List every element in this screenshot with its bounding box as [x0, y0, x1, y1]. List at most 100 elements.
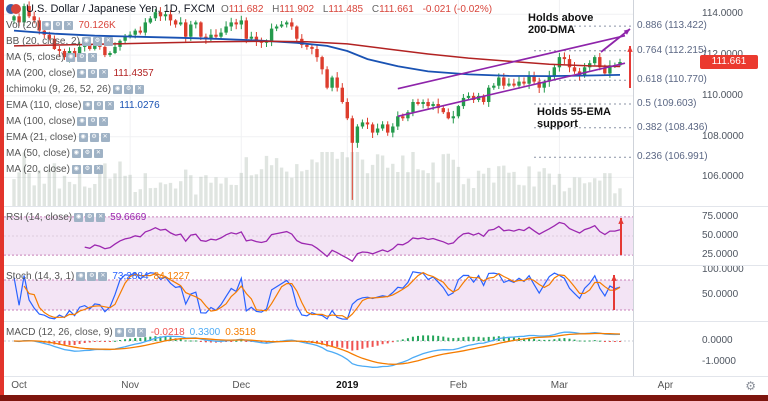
eye-icon[interactable]: ◉ [71, 148, 81, 158]
indicator-row[interactable]: MA (200, close) ◉ ⚙ ✕ 111.4357 [6, 65, 492, 81]
time-tick-label: Feb [449, 380, 468, 391]
open-value: 111.682 [228, 3, 264, 15]
symbol-title[interactable]: U.S. Dollar / Japanese Yen, 1D, FXCM [26, 3, 215, 15]
volume-bars [12, 152, 622, 206]
settings-icon[interactable]: ⚙ [125, 327, 135, 337]
candlestick-chart-canvas[interactable] [4, 0, 633, 206]
channel-lower-line[interactable] [397, 62, 626, 118]
macd-signal-line [13, 332, 621, 365]
close-icon[interactable]: ✕ [99, 68, 109, 78]
indicator-row[interactable]: MA (50, close) ◉ ⚙ ✕ [6, 145, 492, 161]
indicator-label: Vol (20) [6, 19, 41, 31]
settings-icon[interactable]: ⚙ [82, 148, 92, 158]
close-icon[interactable]: ✕ [100, 132, 110, 142]
close-icon[interactable]: ✕ [99, 116, 109, 126]
rsi-chart-canvas[interactable] [4, 207, 633, 265]
settings-icon[interactable]: ⚙ [77, 52, 87, 62]
indicator-row[interactable]: Vol (20) ◉ ⚙ ✕ 70.126K [6, 17, 492, 33]
rsi-legend: RSI (14, close) ◉ ⚙ ✕ 59.6669 [6, 209, 146, 225]
eye-icon[interactable]: ◉ [77, 116, 87, 126]
close-icon[interactable]: ✕ [105, 100, 115, 110]
rsi-pane[interactable] [4, 207, 633, 265]
indicator-label: MA (200, close) [6, 67, 76, 79]
macd-legend: MACD (12, 26, close, 9) ◉ ⚙ ✕ -0.0218 0.3300 0… [6, 324, 256, 340]
settings-gear-icon[interactable]: ⚙ [745, 379, 756, 393]
close-icon[interactable]: ✕ [96, 212, 106, 222]
settings-icon[interactable]: ⚙ [89, 132, 99, 142]
indicator-label: MA (20, close) [6, 163, 70, 175]
indicator-row[interactable]: RSI (14, close) ◉ ⚙ ✕ 59.6669 [6, 209, 146, 225]
ma200-line [13, 40, 621, 68]
time-tick-label: Nov [121, 380, 140, 391]
eye-icon[interactable]: ◉ [66, 52, 76, 62]
close-icon[interactable]: ✕ [135, 84, 145, 94]
eye-icon[interactable]: ◉ [83, 100, 93, 110]
fib-level-label: 0.236 (106.991) [637, 151, 708, 162]
indicator-value: 73.2884 [112, 270, 149, 282]
pane-divider[interactable] [0, 376, 768, 377]
stoch-band [4, 280, 633, 310]
close-icon[interactable]: ✕ [64, 20, 74, 30]
close-icon[interactable]: ✕ [103, 36, 113, 46]
settings-icon[interactable]: ⚙ [85, 212, 95, 222]
low-label: L [322, 3, 329, 15]
eye-icon[interactable]: ◉ [74, 212, 84, 222]
indicator-row[interactable]: Ichimoku (9, 26, 52, 26) ◉ ⚙ ✕ [6, 81, 492, 97]
main-legend: U.S. Dollar / Japanese Yen, 1D, FXCM O11… [6, 1, 492, 177]
ema110-line [13, 29, 621, 78]
settings-icon[interactable]: ⚙ [53, 20, 63, 30]
high-value: 111.902 [279, 3, 315, 15]
eye-icon[interactable]: ◉ [42, 20, 52, 30]
indicator-row[interactable]: MA (100, close) ◉ ⚙ ✕ [6, 113, 492, 129]
time-tick-label: 2019 [336, 380, 359, 391]
settings-icon[interactable]: ⚙ [94, 100, 104, 110]
settings-icon[interactable]: ⚙ [87, 271, 97, 281]
eye-icon[interactable]: ◉ [113, 84, 123, 94]
eye-icon[interactable]: ◉ [81, 36, 91, 46]
stochastic-pane[interactable] [4, 266, 633, 321]
settings-icon[interactable]: ⚙ [88, 116, 98, 126]
indicator-row[interactable]: MA (20, close) ◉ ⚙ ✕ [6, 161, 492, 177]
high-label: H [272, 3, 280, 15]
stoch-legend: Stoch (14, 3, 1) ◉ ⚙ ✕ 73.2884 84.1227 [6, 268, 190, 284]
price-axis[interactable]: 114.0000 112.0000 110.0000 108.0000 106.0000… [633, 0, 768, 377]
main-price-pane[interactable] [4, 0, 633, 206]
close-icon[interactable]: ✕ [88, 52, 98, 62]
settings-icon[interactable]: ⚙ [82, 164, 92, 174]
ohlc-values: O111.682 H111.902 L111.485 C111.661 -0.0… [215, 4, 492, 15]
channel-upper-line[interactable] [397, 34, 626, 90]
macd-pane[interactable] [4, 322, 633, 376]
eye-icon[interactable]: ◉ [77, 68, 87, 78]
settings-icon[interactable]: ⚙ [92, 36, 102, 46]
pane-divider[interactable] [0, 265, 768, 266]
close-icon[interactable]: ✕ [136, 327, 146, 337]
time-axis[interactable]: Oct Nov Dec 2019 Feb Mar Apr [4, 377, 768, 395]
stoch-d-line [23, 271, 621, 320]
price-tick-label: 106.0000 [702, 171, 744, 182]
eye-icon[interactable]: ◉ [76, 271, 86, 281]
close-icon[interactable]: ✕ [98, 271, 108, 281]
indicator-row[interactable]: Stoch (14, 3, 1) ◉ ⚙ ✕ 73.2884 84.1227 [6, 268, 190, 284]
pane-divider[interactable] [0, 206, 768, 207]
eye-icon[interactable]: ◉ [114, 327, 124, 337]
rsi-tick-label: 25.0000 [702, 249, 739, 260]
stochastic-chart-canvas[interactable] [4, 266, 633, 321]
indicator-value: 70.126K [78, 19, 116, 31]
indicator-row[interactable]: EMA (21, close) ◉ ⚙ ✕ [6, 129, 492, 145]
indicator-row[interactable]: BB (20, close, 2) ◉ ⚙ ✕ [6, 33, 492, 49]
settings-icon[interactable]: ⚙ [88, 68, 98, 78]
close-icon[interactable]: ✕ [93, 164, 103, 174]
indicator-row[interactable]: MACD (12, 26, close, 9) ◉ ⚙ ✕ -0.0218 0.3300 0… [6, 324, 256, 340]
indicator-label: MA (50, close) [6, 147, 70, 159]
eye-icon[interactable]: ◉ [71, 164, 81, 174]
low-value: 111.485 [328, 3, 364, 15]
macd-chart-canvas[interactable] [4, 322, 633, 376]
indicator-value: 111.4357 [113, 67, 154, 79]
settings-icon[interactable]: ⚙ [124, 84, 134, 94]
pane-divider[interactable] [0, 321, 768, 322]
eye-icon[interactable]: ◉ [78, 132, 88, 142]
indicator-row[interactable]: MA (5, close) ◉ ⚙ ✕ [6, 49, 492, 65]
symbol-row: U.S. Dollar / Japanese Yen, 1D, FXCM O11… [6, 1, 492, 17]
close-icon[interactable]: ✕ [93, 148, 103, 158]
indicator-row[interactable]: EMA (110, close) ◉ ⚙ ✕ 111.0276 [6, 97, 492, 113]
